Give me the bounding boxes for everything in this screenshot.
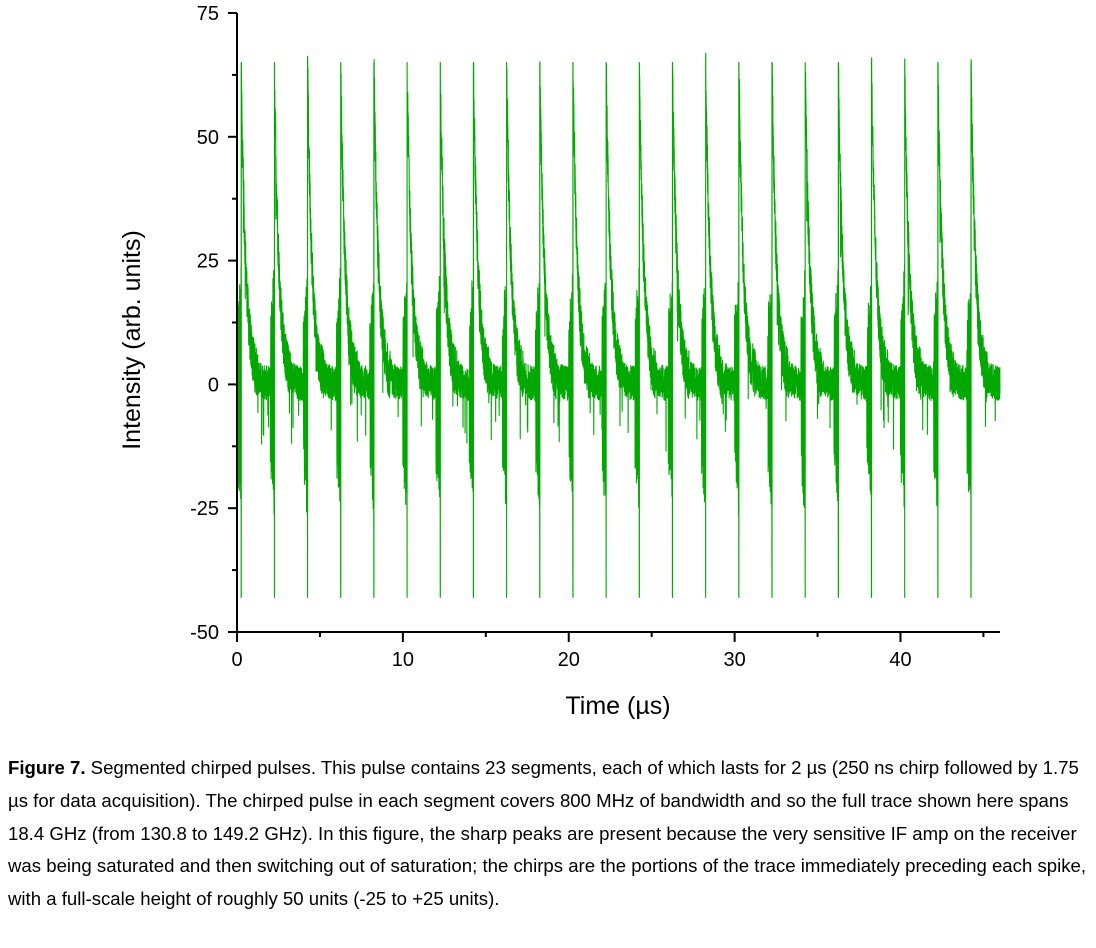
x-tick-label: 10 xyxy=(392,649,414,671)
caption-text: Segmented chirped pulses. This pulse con… xyxy=(8,757,1087,910)
figure-caption: Figure 7. Segmented chirped pulses. This… xyxy=(8,752,1090,916)
x-tick-label: 40 xyxy=(889,649,911,671)
x-axis-title: Time (µs) xyxy=(565,692,670,720)
trace-line xyxy=(236,52,1001,598)
tick-labels: -50 -25 0 25 50 75 0 10 20 30 40 xyxy=(190,3,912,671)
axes xyxy=(228,12,1000,642)
y-axis-title: Intensity (arb. units) xyxy=(118,230,146,450)
y-tick-label: 75 xyxy=(197,3,219,25)
y-tick-label: -25 xyxy=(190,498,219,520)
chart: -50 -25 0 25 50 75 0 10 20 30 40 Time (µs) Intensi… xyxy=(118,3,1001,720)
y-tick-label: -50 xyxy=(190,622,219,644)
y-tick-label: 0 xyxy=(208,374,219,396)
x-tick-label: 20 xyxy=(558,649,580,671)
x-tick-label: 0 xyxy=(231,649,242,671)
y-tick-label: 25 xyxy=(197,251,219,273)
caption-label: Figure 7. xyxy=(8,757,86,778)
y-tick-label: 50 xyxy=(197,127,219,149)
x-tick-label: 30 xyxy=(723,649,745,671)
trace-layer xyxy=(236,52,1001,598)
